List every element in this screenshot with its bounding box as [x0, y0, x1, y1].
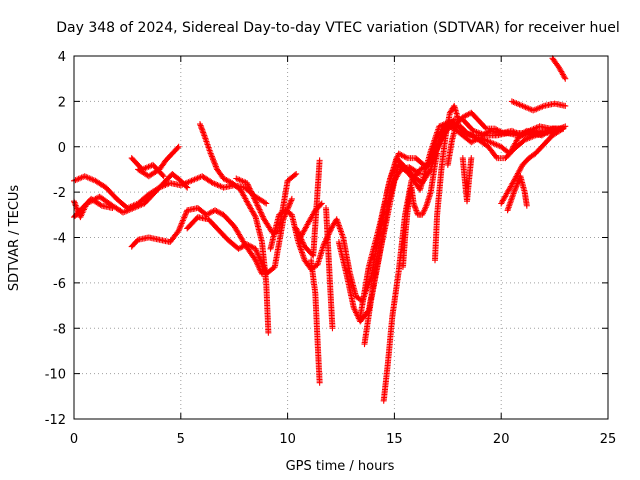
series-markers — [504, 173, 530, 214]
series-markers — [308, 257, 323, 386]
series-markers — [380, 121, 567, 404]
series-markers — [197, 121, 272, 336]
x-tick-label: 5 — [177, 432, 185, 447]
series-arc-25 — [508, 98, 569, 114]
series-arc-11 — [293, 157, 323, 259]
y-tick-label: -2 — [53, 186, 66, 201]
y-tick-label: -8 — [53, 322, 66, 337]
x-axis-label: GPS time / hours — [286, 459, 395, 474]
x-tick-label: 10 — [279, 432, 296, 447]
chart-title: Day 348 of 2024, Sidereal Day-to-day VTE… — [56, 20, 619, 36]
series-markers — [508, 98, 569, 114]
series-markers — [444, 109, 567, 168]
y-tick-labels: -12 -10 -8 -6 -4 -2 0 2 4 — [45, 50, 66, 428]
y-tick-label: -10 — [45, 368, 66, 383]
series-markers — [293, 157, 323, 259]
series-markers — [399, 150, 441, 270]
series-arc-8 — [197, 121, 272, 336]
series-arc-23 — [498, 125, 567, 207]
series-arc-20 — [432, 102, 462, 264]
tick-marks — [73, 55, 609, 420]
series-arc-21 — [444, 109, 567, 168]
series-markers — [432, 102, 462, 264]
series-markers — [297, 200, 325, 241]
y-tick-label: 4 — [58, 50, 66, 65]
series-arc-19 — [399, 150, 441, 270]
series-arc-7 — [128, 155, 167, 180]
y-tick-label: -12 — [45, 413, 66, 428]
y-tick-label: -6 — [53, 277, 66, 292]
x-tick-label: 0 — [70, 432, 78, 447]
data-layer — [71, 55, 569, 404]
series-arc-17 — [361, 118, 560, 348]
x-tick-labels: 0 5 10 15 20 25 — [70, 432, 616, 447]
x-tick-label: 20 — [493, 432, 510, 447]
series-arc-13 — [308, 257, 323, 386]
series-markers — [361, 118, 560, 348]
series-arc-24 — [504, 173, 530, 214]
y-axis-label: SDTVAR / TECUs — [7, 185, 22, 292]
y-tick-label: 2 — [58, 95, 66, 110]
x-tick-label: 25 — [600, 432, 617, 447]
series-markers — [128, 155, 167, 180]
series-markers — [549, 55, 569, 82]
series-arc-14 — [323, 205, 336, 332]
y-tick-label: 0 — [58, 141, 66, 156]
series-arc-26 — [549, 55, 569, 82]
series-markers — [498, 125, 567, 207]
series-arc-12 — [297, 200, 325, 241]
series-markers — [323, 205, 336, 332]
x-tick-label: 15 — [386, 432, 403, 447]
series-markers — [459, 155, 475, 205]
series-arc-18 — [380, 121, 567, 404]
series-markers — [128, 205, 265, 277]
series-arc-22 — [459, 155, 475, 205]
y-tick-label: -4 — [53, 232, 66, 247]
series-arc-4 — [128, 205, 265, 277]
